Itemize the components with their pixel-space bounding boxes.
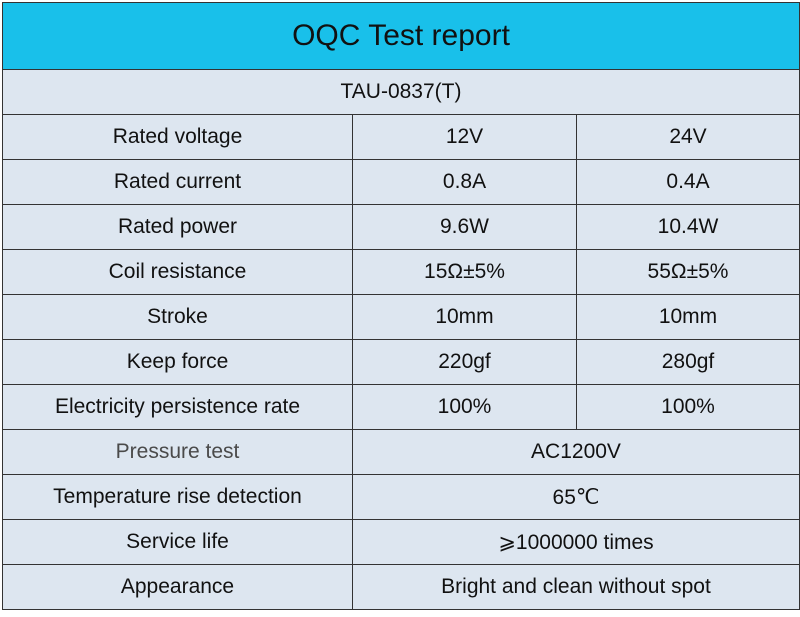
table-row: Pressure test AC1200V bbox=[2, 429, 800, 475]
row-label: Appearance bbox=[2, 564, 353, 610]
row-label: Rated current bbox=[2, 159, 353, 205]
table-row: Stroke 10mm 10mm bbox=[2, 294, 800, 340]
table-row: Appearance Bright and clean without spot bbox=[2, 564, 800, 610]
row-label: Service life bbox=[2, 519, 353, 565]
table-row: Rated power 9.6W 10.4W bbox=[2, 204, 800, 250]
value-24v: 0.4A bbox=[576, 159, 800, 205]
row-value: 65℃ bbox=[352, 474, 800, 520]
value-24v: 10mm bbox=[576, 294, 800, 340]
table-row: Coil resistance 15Ω±5% 55Ω±5% bbox=[2, 249, 800, 295]
row-label: Keep force bbox=[2, 339, 353, 385]
row-value: AC1200V bbox=[352, 429, 800, 475]
value-12v: 15Ω±5% bbox=[352, 249, 577, 295]
value-12v: 0.8A bbox=[352, 159, 577, 205]
report-title: OQC Test report bbox=[2, 2, 800, 70]
table-row: Service life ⩾1000000 times bbox=[2, 519, 800, 565]
row-label: Temperature rise detection bbox=[2, 474, 353, 520]
row-value: Bright and clean without spot bbox=[352, 564, 800, 610]
table-row: Rated voltage 12V 24V bbox=[2, 114, 800, 160]
table-row: Temperature rise detection 65℃ bbox=[2, 474, 800, 520]
row-label: Pressure test bbox=[2, 429, 353, 475]
title-row: OQC Test report bbox=[2, 2, 800, 70]
row-label: Coil resistance bbox=[2, 249, 353, 295]
row-label: Rated voltage bbox=[2, 114, 353, 160]
value-12v: 9.6W bbox=[352, 204, 577, 250]
row-label: Rated power bbox=[2, 204, 353, 250]
model-row: TAU-0837(T) bbox=[2, 69, 800, 115]
table-row: Keep force 220gf 280gf bbox=[2, 339, 800, 385]
table-row: Rated current 0.8A 0.4A bbox=[2, 159, 800, 205]
table-row: Electricity persistence rate 100% 100% bbox=[2, 384, 800, 430]
value-12v: 100% bbox=[352, 384, 577, 430]
row-label: Stroke bbox=[2, 294, 353, 340]
value-12v: 10mm bbox=[352, 294, 577, 340]
row-label: Electricity persistence rate bbox=[2, 384, 353, 430]
value-24v: 24V bbox=[576, 114, 800, 160]
value-24v: 10.4W bbox=[576, 204, 800, 250]
row-value: ⩾1000000 times bbox=[352, 519, 800, 565]
value-24v: 100% bbox=[576, 384, 800, 430]
model-number: TAU-0837(T) bbox=[2, 69, 800, 115]
value-12v: 12V bbox=[352, 114, 577, 160]
value-12v: 220gf bbox=[352, 339, 577, 385]
value-24v: 280gf bbox=[576, 339, 800, 385]
value-24v: 55Ω±5% bbox=[576, 249, 800, 295]
